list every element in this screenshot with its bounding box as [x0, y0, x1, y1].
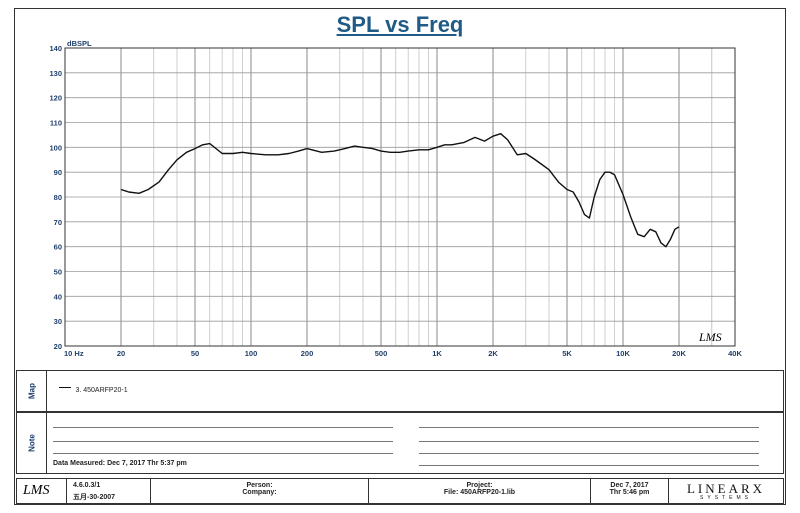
- x-tick-label: 200: [301, 349, 314, 358]
- file-label: File: 450ARFP20-1.lib: [443, 489, 516, 496]
- y-tick-label: 20: [54, 342, 62, 351]
- y-tick-label: 130: [49, 69, 62, 78]
- y-axis-label: dBSPL: [67, 39, 92, 48]
- notes-line: [419, 453, 759, 454]
- notes-panel: Note Data Measured: Dec 7, 2017 Thr 5:37…: [16, 412, 784, 474]
- lms-logo: LMS: [23, 483, 50, 498]
- lms-watermark: LMS: [698, 330, 722, 344]
- footer-person-cell: Person: Company:: [151, 479, 369, 503]
- legend-entry: 3. 450ARFP20-1: [59, 379, 128, 397]
- x-tick-label: 100: [245, 349, 258, 358]
- footer-date-cell: Dec 7, 2017 Thr 5:46 pm: [591, 479, 669, 503]
- x-tick-label: 50: [191, 349, 199, 358]
- y-tick-label: 110: [50, 119, 62, 128]
- y-tick-label: 70: [54, 218, 62, 227]
- project-label: Project:: [466, 482, 493, 489]
- y-tick-label: 120: [49, 94, 62, 103]
- y-tick-label: 30: [54, 317, 62, 326]
- y-tick-label: 60: [54, 243, 62, 252]
- footer-brand-cell: LINEARX SYSTEMS: [669, 479, 783, 503]
- footer-time: Thr 5:46 pm: [609, 489, 650, 496]
- footer-project-cell: Project: File: 450ARFP20-1.lib: [369, 479, 591, 503]
- linearx-logo: LINEARX: [686, 481, 766, 496]
- version-text: 4.6.0.3/1: [73, 482, 101, 489]
- footer-logo-cell: LMS: [17, 479, 67, 503]
- y-tick-label: 50: [54, 268, 62, 277]
- plot-border: [64, 47, 736, 347]
- notes-line: [419, 441, 759, 442]
- x-tick-label: 5K: [562, 349, 572, 358]
- x-tick-label: 20K: [672, 349, 686, 358]
- notes-line: [419, 465, 759, 466]
- person-label: Person:: [246, 482, 273, 489]
- x-tick-label: 1K: [432, 349, 442, 358]
- x-tick-label: 10K: [616, 349, 630, 358]
- legend-label: 3. 450ARFP20-1: [75, 387, 128, 394]
- notes-line: [419, 427, 759, 428]
- chart-title: SPL vs Freq: [336, 12, 464, 37]
- map-tab: Map: [17, 371, 47, 411]
- date-measured: Data Measured: Dec 7, 2017 Thr 5:37 pm: [53, 460, 187, 467]
- footer-date: Dec 7, 2017: [610, 482, 649, 489]
- notes-line: [53, 441, 393, 442]
- company-label: Company:: [242, 489, 277, 496]
- y-tick-label: 140: [49, 44, 62, 53]
- footer-bar: LMS 4.6.0.3/1 五月-30-2007 Person: Company…: [16, 478, 784, 504]
- notes-line: [53, 427, 393, 428]
- page-frame: [14, 8, 786, 505]
- legend-swatch: [59, 387, 71, 389]
- notes-line: [53, 453, 393, 454]
- y-tick-label: 90: [54, 168, 62, 177]
- x-tick-label: 20: [117, 349, 125, 358]
- x-tick-label: 40K: [728, 349, 742, 358]
- map-panel: Map 3. 450ARFP20-1: [16, 370, 784, 412]
- spl-curve: [120, 133, 680, 248]
- y-tick-label: 100: [49, 143, 62, 152]
- y-tick-label: 40: [54, 292, 62, 301]
- x-tick-label: 10 Hz: [64, 349, 84, 358]
- footer-version-cell: 4.6.0.3/1 五月-30-2007: [67, 479, 151, 503]
- x-tick-label: 500: [375, 349, 388, 358]
- build-date: 五月-30-2007: [73, 494, 116, 501]
- x-tick-label: 2K: [488, 349, 498, 358]
- y-tick-label: 80: [54, 193, 62, 202]
- linearx-sub: SYSTEMS: [700, 495, 752, 501]
- notes-tab: Note: [17, 413, 47, 473]
